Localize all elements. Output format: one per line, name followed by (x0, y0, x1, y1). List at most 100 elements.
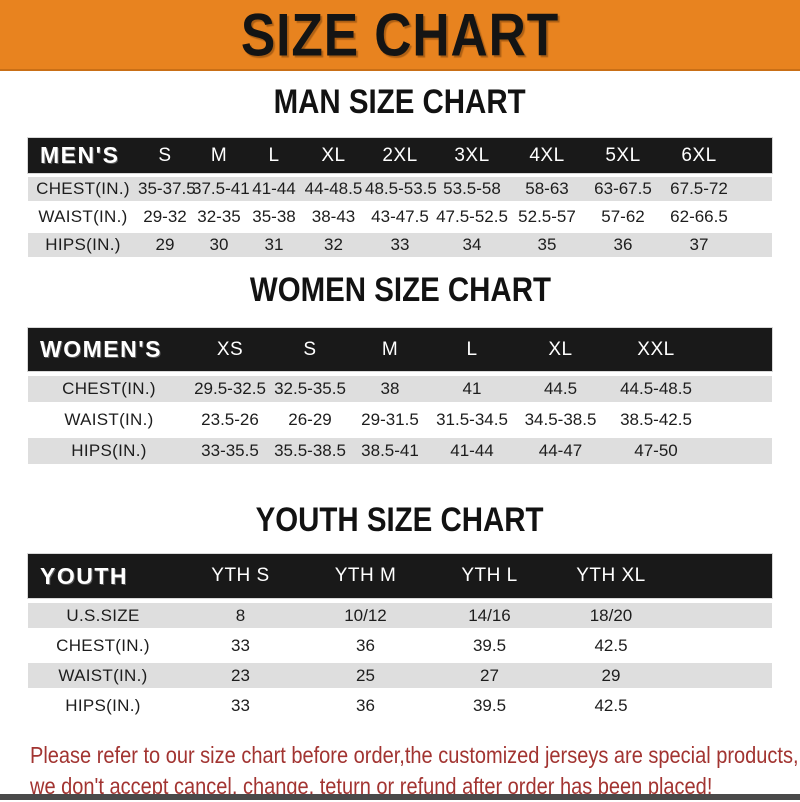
size-value-cell: 48.5-53.5 (365, 179, 437, 198)
row-label: WAIST(IN.) (38, 207, 128, 226)
size-column-header: S (158, 144, 172, 166)
size-value-cell: 62-66.5 (670, 207, 728, 226)
size-column-header: 2XL (382, 144, 418, 166)
size-column-header: 5XL (605, 144, 641, 166)
size-value-cell: 39.5 (472, 635, 507, 655)
size-value-cell: 43-47.5 (371, 207, 429, 226)
size-column-header: M (381, 338, 399, 360)
size-column-header: XXL (637, 338, 675, 360)
man-size-table: MEN'S S M L XL 2XL 3XL 4XL 5XL 6XL CHEST(IN.) 35-37… (28, 138, 772, 257)
size-column-header: L (466, 338, 478, 360)
size-value-cell: 35-37.5 (138, 179, 196, 198)
size-column-header: M (210, 144, 228, 166)
size-value-cell: 38-43 (311, 207, 356, 226)
size-value-cell: 29.5-32.5 (194, 379, 266, 398)
size-value-cell: 33 (231, 695, 250, 715)
size-value-cell: 36 (356, 695, 375, 715)
size-value-cell: 10/12 (344, 605, 387, 625)
size-table-header-row: MEN'S S M L XL 2XL 3XL 4XL 5XL 6XL (28, 138, 772, 173)
row-label: WAIST(IN.) (64, 410, 154, 429)
youth-section-title-text: YOUTH SIZE CHART (256, 500, 544, 539)
size-column-header: 4XL (529, 144, 565, 166)
size-value-cell: 23 (231, 665, 250, 685)
women-section-title: WOMEN SIZE CHART (0, 270, 800, 309)
size-value-cell: 33-35.5 (201, 441, 259, 460)
table-corner-label: WOMEN'S (40, 336, 163, 362)
disclaimer-line-1: Please refer to our size chart before or… (30, 742, 799, 768)
row-label: CHEST(IN.) (62, 379, 156, 398)
women-size-table: WOMEN'S XS S M L XL XXL CHEST(IN.) 29.5-32.5 32.5… (28, 328, 772, 464)
youth-section-title: YOUTH SIZE CHART (0, 500, 800, 539)
size-value-cell: 32 (324, 235, 343, 254)
table-row: CHEST(IN.) 33 36 39.5 42.5 (28, 633, 772, 658)
size-value-cell: 32-35 (197, 207, 241, 226)
size-value-cell: 14/16 (468, 605, 511, 625)
size-value-cell: 18/20 (589, 605, 633, 625)
women-size-chart-section: WOMEN SIZE CHART WOMEN'S XS S M L XL XXL CHEST(… (0, 270, 800, 464)
table-row: U.S.SIZE 8 10/12 14/16 18/20 (28, 603, 772, 628)
size-value-cell: 8 (235, 605, 246, 625)
size-value-cell: 47.5-52.5 (436, 207, 508, 226)
size-value-cell: 67.5-72 (670, 179, 728, 198)
size-value-cell: 42.5 (594, 635, 628, 655)
size-value-cell: 33 (390, 235, 410, 254)
size-value-cell: 31 (264, 235, 284, 254)
size-value-cell: 44.5-48.5 (620, 379, 692, 398)
table-row: CHEST(IN.) 35-37.5 37.5-41 41-44 44-48.5 48.5… (28, 177, 772, 201)
order-disclaimer: Please refer to our size chart before or… (0, 740, 800, 802)
size-value-cell: 38 (380, 379, 400, 398)
table-corner-label: YOUTH (40, 562, 128, 589)
size-value-cell: 39.5 (472, 695, 507, 715)
table-row: WAIST(IN.) 29-32 32-35 35-38 38-43 43-47.5 47.… (28, 205, 772, 229)
row-label: HIPS(IN.) (45, 235, 121, 254)
youth-size-chart-section: YOUTH SIZE CHART YOUTH YTH S YTH M YTH L YTH… (0, 500, 800, 718)
banner-title: SIZE CHART (240, 0, 560, 69)
size-value-cell: 29-31.5 (361, 410, 419, 429)
size-chart-banner: SIZE CHART (0, 0, 800, 71)
size-value-cell: 26-29 (288, 410, 332, 429)
size-value-cell: 52.5-57 (518, 207, 576, 226)
size-value-cell: 47-50 (634, 441, 678, 460)
size-column-header: YTH XL (576, 565, 646, 586)
size-value-cell: 38.5-41 (361, 441, 419, 460)
size-value-cell: 36 (613, 235, 633, 254)
size-table-header-row: YOUTH YTH S YTH M YTH L YTH XL (28, 554, 772, 598)
size-value-cell: 58-63 (525, 179, 569, 198)
row-label: CHEST(IN.) (56, 635, 150, 655)
size-value-cell: 41-44 (450, 441, 494, 460)
size-column-header: 6XL (681, 144, 717, 166)
size-column-header: YTH S (211, 565, 270, 586)
size-value-cell: 41 (462, 379, 482, 398)
table-row: WAIST(IN.) 23.5-26 26-29 29-31.5 31.5-34.5 34… (28, 407, 772, 433)
size-value-cell: 33 (231, 635, 250, 655)
size-value-cell: 27 (480, 665, 499, 685)
table-row: WAIST(IN.) 23 25 27 29 (28, 663, 772, 688)
size-value-cell: 29 (155, 235, 175, 254)
size-value-cell: 37.5-41 (192, 179, 250, 198)
size-column-header: L (268, 144, 280, 166)
row-label: CHEST(IN.) (36, 179, 130, 198)
table-row: HIPS(IN.) 33 36 39.5 42.5 (28, 693, 772, 718)
table-row: CHEST(IN.) 29.5-32.5 32.5-35.5 38 41 44.5 44.5… (28, 376, 772, 402)
row-label: HIPS(IN.) (65, 695, 141, 715)
size-value-cell: 35-38 (252, 207, 296, 226)
size-value-cell: 35 (537, 235, 557, 254)
row-label: HIPS(IN.) (71, 441, 147, 460)
size-value-cell: 44-47 (538, 441, 583, 460)
size-value-cell: 57-62 (601, 207, 645, 226)
size-value-cell: 35.5-38.5 (274, 441, 346, 460)
size-value-cell: 34 (462, 235, 482, 254)
size-value-cell: 34.5-38.5 (524, 410, 597, 429)
size-table-header-row: WOMEN'S XS S M L XL XXL (28, 328, 772, 371)
row-label: U.S.SIZE (66, 605, 140, 625)
man-section-title: MAN SIZE CHART (0, 82, 800, 121)
size-value-cell: 63-67.5 (594, 179, 652, 198)
size-value-cell: 30 (209, 235, 229, 254)
women-section-title-text: WOMEN SIZE CHART (249, 270, 551, 309)
youth-size-table: YOUTH YTH S YTH M YTH L YTH XL U.S.SIZE 8 10/12… (28, 554, 772, 718)
size-value-cell: 29 (601, 665, 621, 685)
size-column-header: 3XL (454, 144, 490, 166)
size-column-header: YTH M (334, 565, 397, 586)
size-value-cell: 53.5-58 (443, 179, 501, 198)
size-value-cell: 38.5-42.5 (620, 410, 692, 429)
